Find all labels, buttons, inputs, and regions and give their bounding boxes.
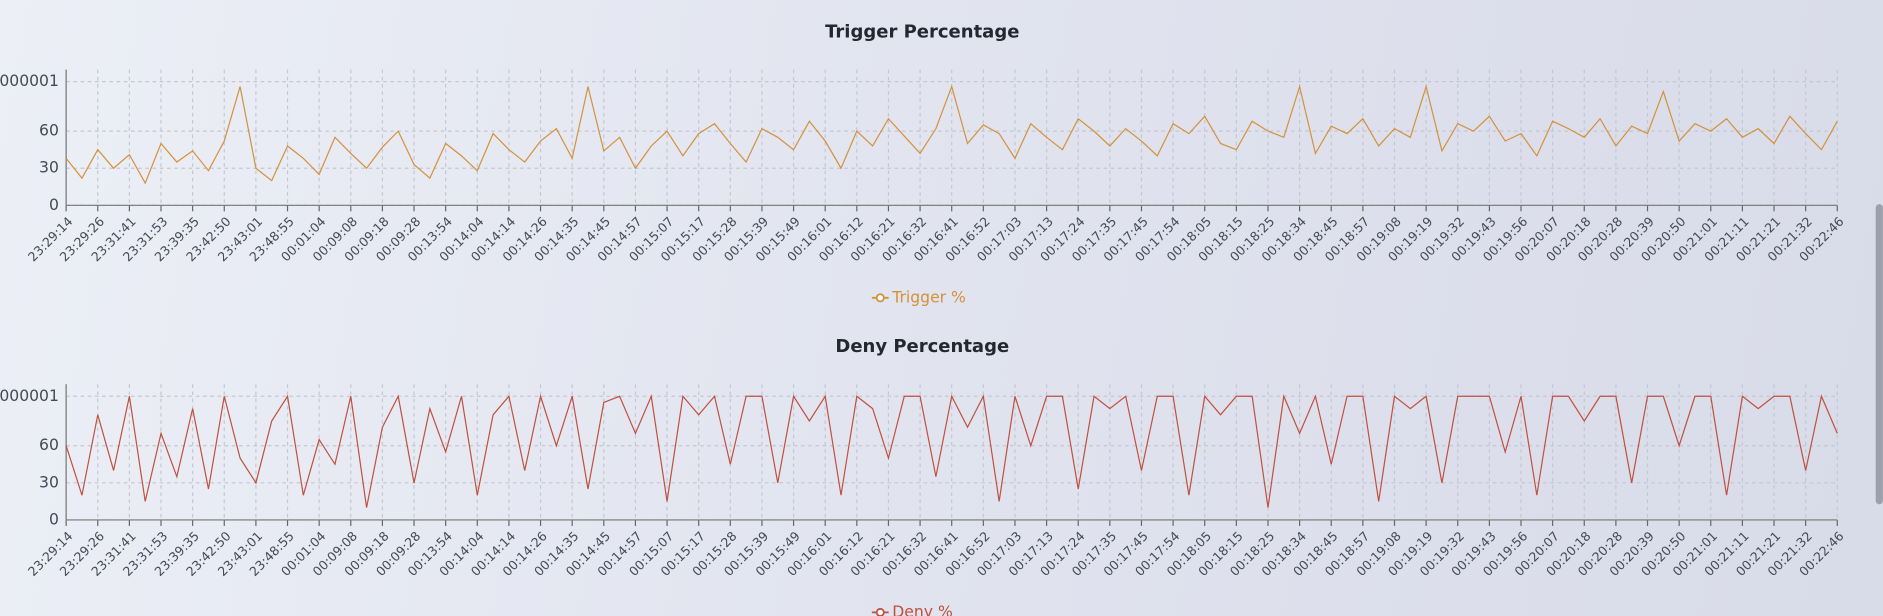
chart-title: Deny Percentage (835, 336, 1009, 357)
series-line (65, 84, 1838, 185)
y-tick-label: 0 (49, 510, 59, 528)
series-line (65, 393, 1838, 508)
y-tick-label: 60 (39, 122, 59, 140)
chart-title: Trigger Percentage (825, 21, 1019, 42)
y-tick-label: 30 (39, 473, 59, 491)
legend-icon (875, 607, 885, 616)
legend-icon (875, 293, 885, 303)
legend-label: Deny % (892, 603, 953, 616)
y-tick-label: 60 (39, 436, 59, 454)
y-tick-label: 30 (39, 159, 59, 177)
legend-label: Trigger % (891, 288, 966, 306)
scrollbar[interactable] (1875, 204, 1883, 505)
y-tick-label: 0 (49, 196, 59, 214)
